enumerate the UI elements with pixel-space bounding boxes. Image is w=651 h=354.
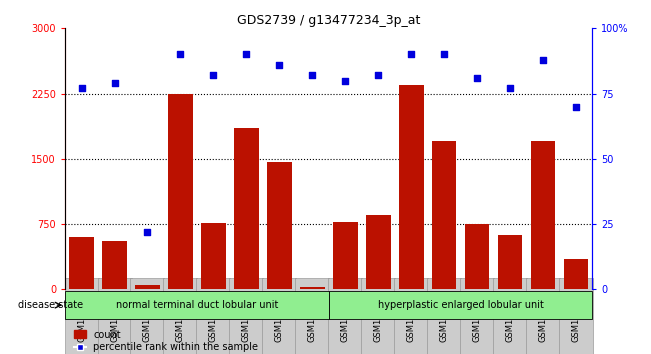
Point	[143, 229, 153, 235]
Point	[538, 57, 548, 63]
Bar	[564, 259, 589, 290]
Bar	[69, 237, 94, 290]
Bar	[234, 129, 258, 290]
FancyBboxPatch shape	[65, 291, 329, 319]
Point	[340, 78, 350, 84]
Legend: count, percentile rank within the sample: count, percentile rank within the sample	[70, 326, 262, 354]
Bar	[135, 285, 160, 290]
Bar	[333, 222, 357, 290]
Point	[76, 86, 87, 91]
Point	[109, 80, 120, 86]
Point	[175, 52, 186, 57]
Bar	[267, 161, 292, 290]
Point	[274, 62, 284, 68]
Bar	[497, 235, 522, 290]
Bar	[102, 241, 127, 290]
Point	[373, 73, 383, 78]
Bar	[366, 216, 391, 290]
Bar	[465, 224, 490, 290]
Point	[439, 52, 449, 57]
Bar	[168, 93, 193, 290]
Point	[571, 104, 581, 109]
Bar	[531, 142, 555, 290]
Bar	[432, 142, 456, 290]
Bar	[201, 223, 226, 290]
Title: GDS2739 / g13477234_3p_at: GDS2739 / g13477234_3p_at	[237, 14, 421, 27]
Text: normal terminal duct lobular unit: normal terminal duct lobular unit	[116, 300, 278, 310]
Bar	[300, 287, 325, 290]
FancyBboxPatch shape	[329, 291, 592, 319]
Point	[307, 73, 318, 78]
Point	[472, 75, 482, 81]
Text: disease state: disease state	[18, 300, 83, 310]
Bar	[399, 85, 424, 290]
Text: hyperplastic enlarged lobular unit: hyperplastic enlarged lobular unit	[378, 300, 544, 310]
Point	[241, 52, 251, 57]
Point	[505, 86, 515, 91]
Point	[208, 73, 219, 78]
Point	[406, 52, 417, 57]
